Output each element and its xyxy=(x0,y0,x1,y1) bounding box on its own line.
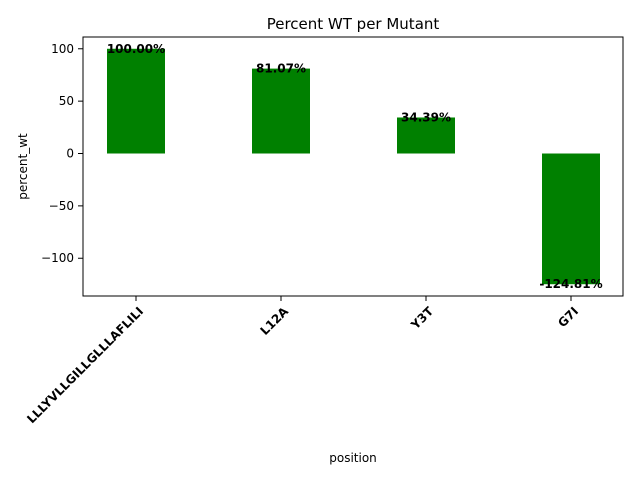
y-tick-label: −50 xyxy=(49,199,74,213)
bar xyxy=(542,153,600,285)
data-label: 100.00% xyxy=(107,42,165,56)
y-ticks-group: −100 −50 0 50 100 xyxy=(41,42,83,265)
data-label: 81.07% xyxy=(256,62,306,76)
y-tick-label: 100 xyxy=(51,42,74,56)
x-tick-label: LLLYVLLGILLGLLLAFLILI xyxy=(24,304,146,426)
bar xyxy=(397,117,455,154)
plot-frame xyxy=(82,36,624,297)
data-label: 34.39% xyxy=(401,110,451,124)
y-tick-label: 0 xyxy=(66,147,74,161)
chart-title: Percent WT per Mutant xyxy=(267,15,440,33)
bar xyxy=(107,48,165,154)
y-tick-label: 50 xyxy=(59,94,74,108)
x-tick-label: Y3T xyxy=(408,304,437,333)
axes-group xyxy=(82,36,624,297)
bars-group xyxy=(107,48,600,285)
y-axis-label: percent_wt xyxy=(16,133,30,200)
x-axis-label: position xyxy=(329,451,377,465)
x-tick-label: L12A xyxy=(257,304,291,338)
y-tick-label: −100 xyxy=(41,251,74,265)
x-tick-label: G7I xyxy=(555,304,581,330)
bar xyxy=(252,68,310,154)
data-label: -124.81% xyxy=(539,277,602,291)
data-labels-group: 100.00% 81.07% 34.39% -124.81% xyxy=(107,42,603,291)
x-ticks-group: LLLYVLLGILLGLLLAFLILI L12A Y3T G7I xyxy=(24,296,581,426)
